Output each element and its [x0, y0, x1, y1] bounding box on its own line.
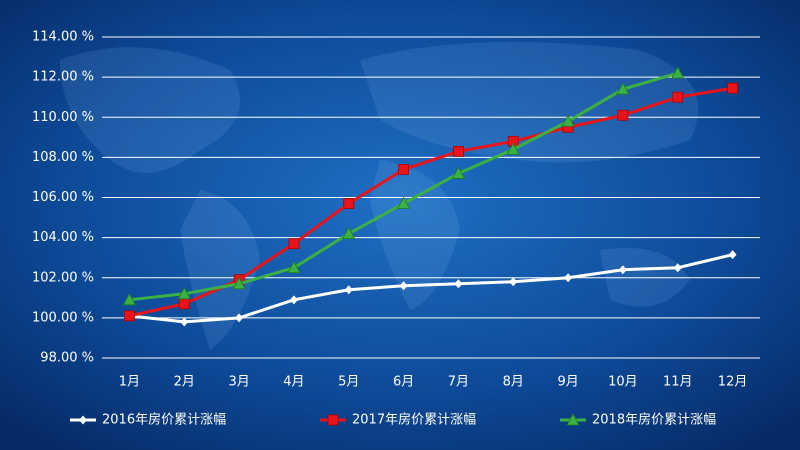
marker	[672, 91, 684, 103]
marker	[451, 166, 466, 179]
marker	[232, 276, 246, 290]
y-tick-label: 100.00 %	[32, 310, 94, 325]
marker	[343, 198, 355, 209]
x-tick-label: 3月	[228, 375, 249, 390]
marker	[453, 145, 464, 157]
marker	[399, 281, 408, 291]
y-tick-label: 98.00 %	[40, 351, 94, 366]
marker	[287, 260, 301, 274]
y-tick-label: 114.00 %	[32, 30, 94, 45]
marker	[396, 196, 411, 209]
x-tick-label: 11月	[663, 375, 693, 390]
legend-label: 2017年房价累计涨幅	[352, 412, 476, 428]
marker	[177, 286, 191, 300]
marker	[454, 279, 463, 289]
marker	[289, 295, 298, 305]
marker	[506, 142, 520, 155]
x-tick-label: 10月	[608, 375, 638, 390]
marker	[671, 66, 685, 79]
marker	[124, 310, 135, 322]
y-tick-label: 104.00 %	[32, 230, 94, 245]
x-tick-label: 9月	[557, 375, 578, 390]
marker	[122, 292, 137, 306]
x-tick-label: 2月	[174, 375, 195, 390]
marker	[616, 82, 630, 95]
marker	[79, 415, 87, 425]
x-tick-label: 5月	[338, 375, 359, 390]
marker	[178, 298, 190, 310]
marker	[288, 238, 300, 250]
marker	[673, 263, 682, 273]
marker	[727, 82, 738, 94]
marker	[618, 265, 627, 275]
marker	[728, 250, 737, 260]
y-tick-label: 112.00 %	[32, 70, 94, 85]
x-tick-label: 4月	[283, 375, 304, 390]
marker	[398, 164, 409, 175]
x-tick-label: 6月	[393, 375, 414, 390]
y-tick-label: 102.00 %	[32, 270, 94, 285]
marker	[344, 285, 353, 295]
x-tick-label: 7月	[448, 375, 469, 390]
series-line	[129, 86, 733, 318]
y-tick-label: 108.00 %	[32, 150, 94, 165]
x-tick-label: 12月	[718, 375, 748, 390]
marker	[566, 413, 580, 426]
marker	[617, 109, 629, 121]
marker	[342, 226, 356, 240]
marker	[327, 414, 339, 426]
marker	[561, 114, 575, 127]
marker	[180, 317, 189, 327]
marker	[509, 277, 518, 287]
series-line	[129, 253, 733, 324]
marker	[235, 313, 244, 323]
y-tick-label: 106.00 %	[32, 190, 94, 205]
legend-label: 2018年房价累计涨幅	[592, 412, 716, 428]
marker	[564, 273, 573, 283]
x-tick-label: 8月	[503, 375, 524, 390]
y-tick-label: 110.00 %	[32, 110, 94, 125]
legend-label: 2016年房价累计涨幅	[102, 412, 226, 428]
x-tick-label: 1月	[119, 375, 140, 390]
